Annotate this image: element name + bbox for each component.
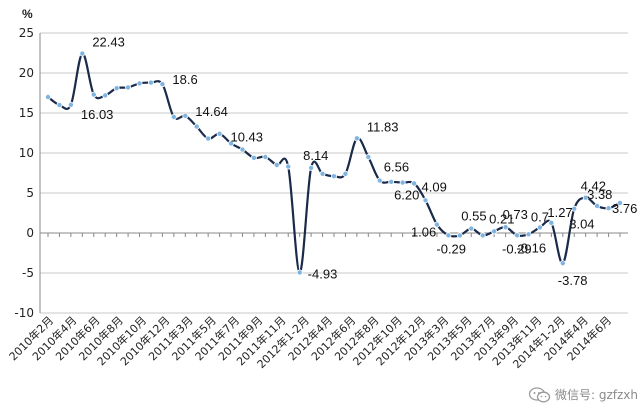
data-point [205, 135, 212, 142]
data-point [388, 178, 395, 185]
data-point [399, 179, 406, 186]
data-point [170, 114, 177, 121]
y-tick-label: 25 [19, 26, 34, 40]
data-label: 0.7 [531, 209, 549, 224]
data-point [594, 202, 601, 209]
data-point [159, 81, 166, 88]
data-point [582, 194, 589, 201]
data-label: 1.27 [547, 205, 572, 220]
y-tick-label: 20 [19, 66, 34, 80]
data-point [559, 260, 566, 267]
data-point [102, 92, 109, 99]
data-label: 6.20 [394, 187, 419, 202]
data-point [491, 228, 498, 235]
data-point [502, 224, 509, 231]
data-point [262, 153, 269, 160]
data-point [433, 221, 440, 228]
y-tick-label: -10 [14, 306, 34, 320]
data-point [216, 130, 223, 137]
data-label: 1.06 [411, 225, 436, 240]
data-label: 22.43 [92, 35, 125, 50]
watermark-text: 微信号: gzfzxh [554, 388, 638, 402]
y-tick-label: 0 [26, 226, 34, 240]
data-point [136, 80, 143, 87]
data-point [479, 232, 486, 239]
data-label: -0.16 [516, 240, 546, 255]
data-label: 11.83 [367, 119, 399, 134]
data-point [617, 199, 624, 206]
data-point [67, 101, 74, 108]
data-point [571, 205, 578, 212]
data-point [90, 91, 97, 98]
data-label: 4.42 [581, 179, 606, 194]
y-tick-label: 10 [19, 146, 34, 160]
data-point [605, 205, 612, 212]
data-point [296, 269, 303, 276]
data-point [45, 94, 52, 101]
data-point [125, 84, 132, 91]
data-point [411, 180, 418, 187]
data-label: 10.43 [230, 130, 263, 145]
data-point [365, 153, 372, 160]
data-label: 3.76 [612, 201, 637, 216]
data-point [79, 50, 86, 57]
data-point [353, 135, 360, 142]
data-point [239, 146, 246, 153]
data-point [308, 164, 315, 171]
axis-layer: 2520151050-5-102010年2月2010年4月2010年6月2010… [6, 26, 628, 371]
data-label: -3.78 [558, 273, 588, 288]
data-point [182, 112, 189, 119]
data-label: 0.55 [461, 209, 486, 224]
marker-layer [45, 50, 624, 276]
data-label: -4.93 [308, 266, 338, 281]
data-point [147, 79, 154, 86]
data-point [319, 170, 326, 177]
y-tick-label: 15 [19, 106, 34, 120]
wechat-icon [528, 386, 551, 402]
data-point [330, 173, 337, 180]
data-point [342, 170, 349, 177]
data-point [536, 224, 543, 231]
data-label: -0.29 [502, 241, 532, 256]
data-point [228, 140, 235, 147]
data-label: 14.64 [195, 104, 228, 119]
data-label: 3.38 [587, 187, 612, 202]
data-point [422, 197, 429, 204]
data-label: 3.04 [569, 217, 594, 232]
y-axis-unit-label: % [22, 7, 33, 21]
data-point [445, 232, 452, 239]
data-point [548, 219, 555, 226]
data-point [514, 232, 521, 239]
data-point [193, 123, 200, 130]
data-point [376, 177, 383, 184]
data-label: 16.03 [81, 107, 114, 122]
data-point [56, 102, 63, 109]
data-label: 8.14 [303, 148, 328, 163]
data-point [525, 231, 532, 238]
data-label: 0.21 [489, 211, 514, 226]
data-label: -0.29 [436, 241, 466, 256]
data-point [468, 225, 475, 232]
data-point [456, 232, 463, 239]
watermark: 微信号: gzfzxh [528, 386, 638, 403]
data-point [113, 85, 120, 92]
data-point [273, 161, 280, 168]
data-label: 18.6 [172, 72, 197, 87]
data-label: 6.56 [384, 160, 409, 175]
data-label: 0.73 [503, 207, 528, 222]
data-label: 4.09 [422, 179, 447, 194]
y-tick-label: -5 [22, 266, 34, 280]
y-tick-label: 5 [26, 186, 34, 200]
data-point [250, 154, 257, 161]
data-point [285, 163, 292, 170]
